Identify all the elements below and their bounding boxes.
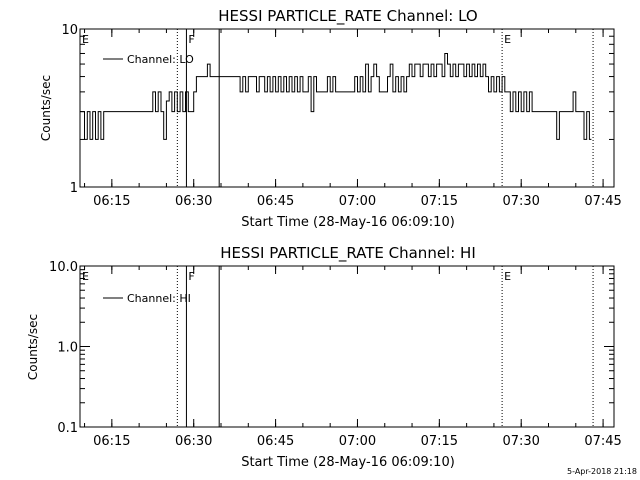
hi-x-tick-label: 06:30 (175, 434, 212, 449)
date-stamp: 5-Apr-2018 21:18 (567, 467, 637, 476)
hi-x-tick-label: 06:15 (93, 434, 130, 449)
lo-series-layer (80, 53, 592, 140)
hi-axis-ticks: 06:15 06:30 06:45 07:00 07:15 07:30 07:45 0.1 1.… (49, 260, 622, 449)
lo-y-tick-label: 10 (61, 23, 78, 38)
lo-event-label: F (188, 33, 194, 46)
lo-series-line-0 (80, 53, 592, 140)
hi-event-label: E (504, 270, 511, 283)
lo-plot-frame (79, 28, 615, 188)
hi-plot-frame (79, 265, 615, 428)
hi-x-tick-label: 07:30 (502, 434, 539, 449)
lo-event-label: E (82, 33, 89, 46)
lo-x-tick-label: 07:30 (502, 194, 539, 209)
hi-panel-title: HESSI PARTICLE_RATE Channel: HI (220, 244, 476, 263)
lo-legend: Channel: LO (103, 53, 194, 66)
lo-event-label: E (504, 33, 511, 46)
lo-panel-title: HESSI PARTICLE_RATE Channel: LO (218, 7, 477, 26)
lo-y-axis-label: Counts/sec (39, 75, 53, 141)
hi-y-tick-label: 10.0 (49, 260, 78, 275)
hi-x-tick-label: 07:15 (421, 434, 458, 449)
hi-event-markers: F EE (82, 266, 594, 427)
lo-x-tick-label: 07:15 (421, 194, 458, 209)
lo-channel-panel: HESSI PARTICLE_RATE Channel: LO Start Ti… (39, 7, 622, 230)
lo-legend-label: Channel: LO (127, 53, 194, 66)
hi-channel-panel: HESSI PARTICLE_RATE Channel: HI Start Ti… (26, 244, 622, 470)
lo-y-tick-label: 1 (70, 181, 78, 196)
lo-axis-ticks: 06:15 06:30 06:45 07:00 07:15 07:30 07:45 1 10 (61, 23, 621, 209)
hi-event-label: E (82, 270, 89, 283)
hi-x-tick-label: 07:00 (339, 434, 376, 449)
lo-x-tick-label: 06:15 (93, 194, 130, 209)
hi-legend: Channel: HI (103, 292, 191, 305)
lo-x-tick-label: 07:45 (584, 194, 621, 209)
lo-x-tick-label: 06:30 (175, 194, 212, 209)
hi-legend-label: Channel: HI (127, 292, 191, 305)
hi-y-tick-label: 1.0 (57, 341, 78, 356)
hi-event-label: F (188, 270, 194, 283)
lo-x-tick-label: 06:45 (257, 194, 294, 209)
hi-y-axis-label: Counts/sec (26, 314, 40, 380)
hi-x-axis-label: Start Time (28-May-16 06:09:10) (241, 455, 455, 470)
hi-x-tick-label: 06:45 (257, 434, 294, 449)
hi-x-tick-label: 07:45 (584, 434, 621, 449)
lo-x-tick-label: 07:00 (339, 194, 376, 209)
lo-x-axis-label: Start Time (28-May-16 06:09:10) (241, 215, 455, 230)
hi-y-tick-label: 0.1 (57, 421, 78, 436)
